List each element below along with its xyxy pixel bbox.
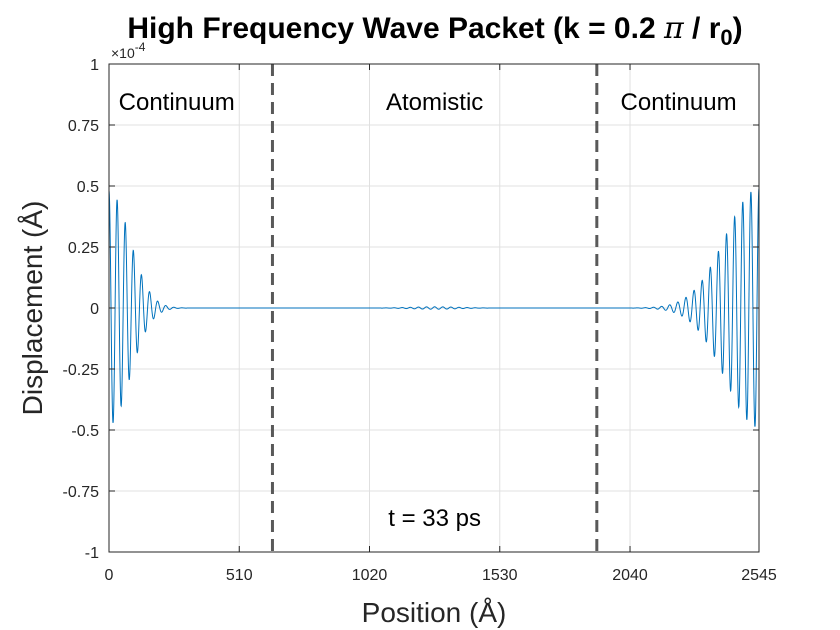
time-annotation: t = 33 ps <box>388 505 481 532</box>
x-tick-label: 0 <box>105 567 114 584</box>
x-tick-label: 1020 <box>352 567 388 584</box>
x-tick-label: 510 <box>226 567 253 584</box>
y-tick-label: -1 <box>85 545 99 562</box>
y-tick-label: -0.25 <box>63 362 100 379</box>
series-group <box>108 188 760 427</box>
x-tick-label: 2040 <box>612 567 648 584</box>
y-tick-label: 0 <box>90 301 99 318</box>
y-tick-label: 0.25 <box>68 240 99 257</box>
x-axis: 0 510 1020 1530 2040 2545 <box>105 64 777 584</box>
y-axis-label: Displacement (Å) <box>17 201 48 416</box>
y-tick-label: 0.75 <box>68 118 99 135</box>
y-scale-factor: ×10-4 <box>111 40 146 61</box>
region-boundaries <box>270 64 599 552</box>
y-tick-label: 1 <box>90 57 99 74</box>
y-tick-label: -0.75 <box>63 484 100 501</box>
y-tick-label: -0.5 <box>71 423 99 440</box>
region-label: Continuum <box>621 89 737 116</box>
region-labels: Continuum Atomistic Continuum <box>119 89 737 116</box>
x-tick-label: 2545 <box>741 567 777 584</box>
region-label: Atomistic <box>386 89 483 116</box>
x-axis-label: Position (Å) <box>362 597 507 628</box>
series-line-displacement <box>108 188 760 427</box>
region-label: Continuum <box>119 89 235 116</box>
y-axis: 1 0.75 0.5 0.25 0 -0.25 -0.5 -0.75 -1 <box>63 57 759 562</box>
chart-title: High Frequency Wave Packet (k = 0.2 π / … <box>127 11 742 50</box>
y-tick-label: 0.5 <box>77 179 99 196</box>
x-tick-label: 1530 <box>482 567 518 584</box>
